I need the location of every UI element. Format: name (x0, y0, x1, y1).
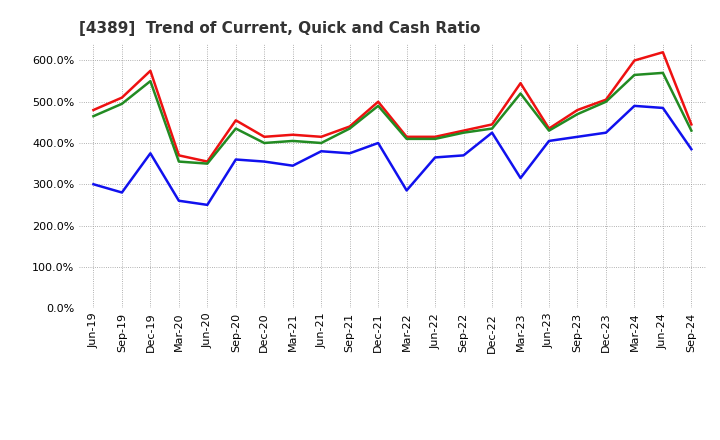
Quick Ratio (487, 126, 496, 131)
Quick Ratio (117, 101, 126, 106)
Quick Ratio (203, 161, 212, 166)
Quick Ratio (146, 78, 155, 84)
Cash Ratio (146, 150, 155, 156)
Line: Current Ratio: Current Ratio (94, 52, 691, 161)
Cash Ratio (203, 202, 212, 208)
Cash Ratio (317, 149, 325, 154)
Current Ratio (402, 134, 411, 139)
Current Ratio (545, 126, 554, 131)
Current Ratio (146, 68, 155, 73)
Cash Ratio (346, 150, 354, 156)
Line: Quick Ratio: Quick Ratio (94, 73, 691, 164)
Cash Ratio (232, 157, 240, 162)
Cash Ratio (289, 163, 297, 169)
Quick Ratio (630, 72, 639, 77)
Quick Ratio (346, 126, 354, 131)
Quick Ratio (260, 140, 269, 146)
Cash Ratio (431, 155, 439, 160)
Current Ratio (232, 117, 240, 123)
Cash Ratio (459, 153, 468, 158)
Quick Ratio (431, 136, 439, 142)
Current Ratio (630, 58, 639, 63)
Cash Ratio (117, 190, 126, 195)
Cash Ratio (630, 103, 639, 109)
Current Ratio (573, 107, 582, 113)
Quick Ratio (659, 70, 667, 76)
Quick Ratio (516, 91, 525, 96)
Current Ratio (289, 132, 297, 137)
Current Ratio (260, 134, 269, 139)
Cash Ratio (402, 188, 411, 193)
Cash Ratio (659, 105, 667, 110)
Cash Ratio (260, 159, 269, 164)
Quick Ratio (402, 136, 411, 142)
Current Ratio (459, 128, 468, 133)
Cash Ratio (687, 147, 696, 152)
Quick Ratio (232, 126, 240, 131)
Text: [4389]  Trend of Current, Quick and Cash Ratio: [4389] Trend of Current, Quick and Cash … (79, 21, 480, 36)
Current Ratio (174, 153, 183, 158)
Cash Ratio (374, 140, 382, 146)
Quick Ratio (374, 103, 382, 109)
Current Ratio (89, 107, 98, 113)
Quick Ratio (174, 159, 183, 164)
Cash Ratio (516, 176, 525, 181)
Current Ratio (117, 95, 126, 100)
Quick Ratio (459, 130, 468, 136)
Current Ratio (516, 81, 525, 86)
Current Ratio (317, 134, 325, 139)
Cash Ratio (573, 134, 582, 139)
Current Ratio (487, 122, 496, 127)
Quick Ratio (687, 128, 696, 133)
Current Ratio (431, 134, 439, 139)
Cash Ratio (174, 198, 183, 203)
Current Ratio (659, 50, 667, 55)
Quick Ratio (317, 140, 325, 146)
Quick Ratio (545, 128, 554, 133)
Quick Ratio (289, 138, 297, 143)
Cash Ratio (89, 182, 98, 187)
Quick Ratio (573, 111, 582, 117)
Line: Cash Ratio: Cash Ratio (94, 106, 691, 205)
Cash Ratio (487, 130, 496, 136)
Current Ratio (346, 124, 354, 129)
Cash Ratio (602, 130, 611, 136)
Cash Ratio (545, 138, 554, 143)
Quick Ratio (89, 114, 98, 119)
Current Ratio (687, 122, 696, 127)
Current Ratio (374, 99, 382, 104)
Current Ratio (602, 97, 611, 103)
Current Ratio (203, 159, 212, 164)
Quick Ratio (602, 99, 611, 104)
